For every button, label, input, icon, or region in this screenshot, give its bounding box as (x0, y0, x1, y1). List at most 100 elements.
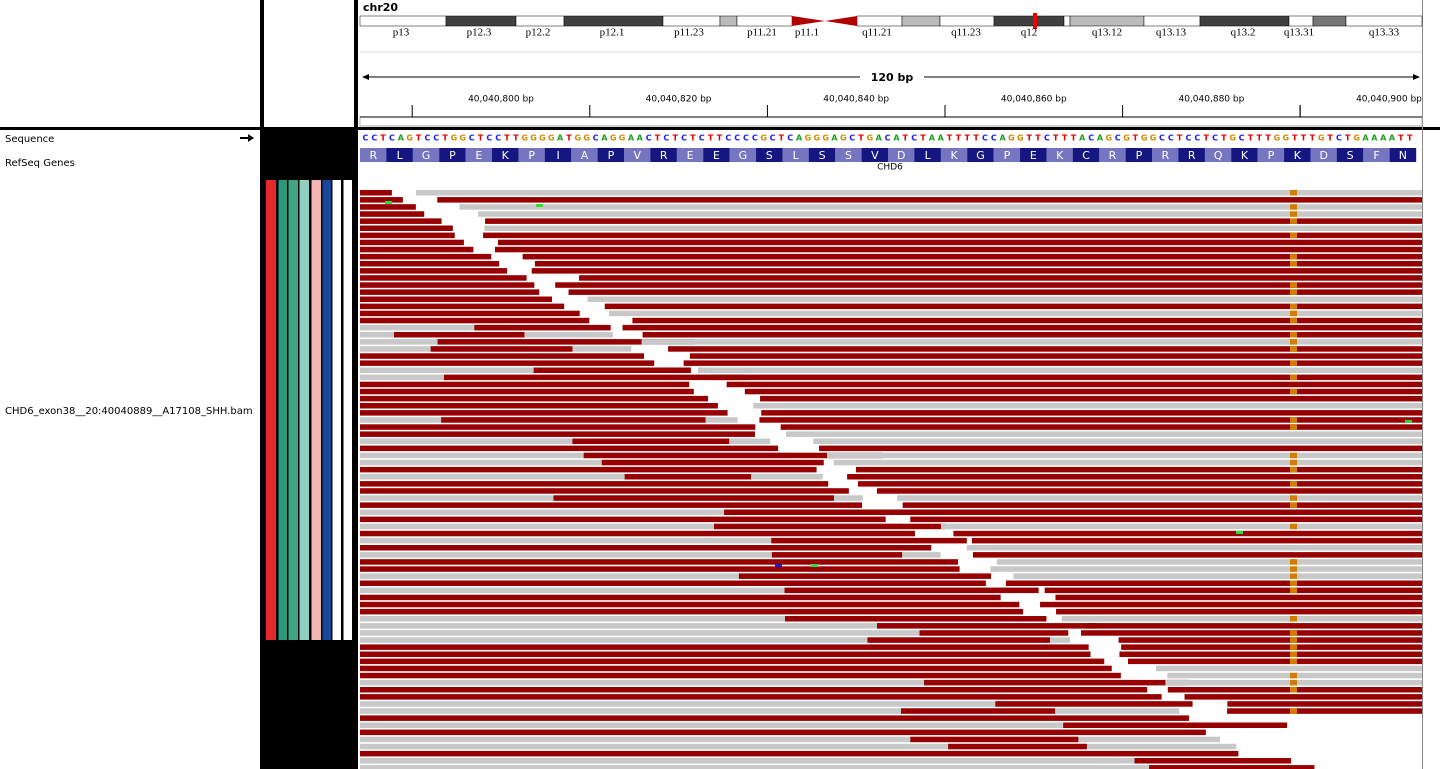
base: T (1071, 134, 1077, 143)
read (478, 211, 1422, 217)
read (360, 474, 823, 480)
amino-acid: S (766, 149, 773, 162)
amino-acid: P (528, 149, 535, 162)
read (668, 346, 1422, 352)
attribute (278, 180, 288, 640)
read (360, 566, 960, 572)
mismatch (1290, 580, 1297, 586)
read (1121, 644, 1422, 650)
base: T (1203, 134, 1209, 143)
band (1143, 15, 1201, 27)
base: A (557, 134, 564, 143)
read (1227, 708, 1422, 714)
base: A (831, 134, 838, 143)
read (360, 317, 590, 324)
mismatch (536, 204, 543, 207)
amino-acid: L (793, 149, 800, 162)
codon (861, 148, 889, 162)
read (483, 232, 1422, 239)
base: A (398, 134, 405, 143)
band-label: q13.33 (1369, 27, 1400, 39)
base: T (1035, 134, 1041, 143)
codon (386, 148, 413, 162)
read (360, 530, 915, 537)
band-label: p12.1 (600, 27, 625, 39)
read (441, 417, 706, 423)
band (1199, 15, 1290, 27)
codon (412, 148, 440, 162)
attr-sep (287, 130, 289, 769)
track-name[interactable]: CHD6_exon38__20:40040889__A17108_SHH.bam (5, 406, 253, 417)
base: G (610, 134, 617, 143)
amino-acid: E (713, 149, 720, 162)
amino-acid: K (950, 149, 958, 162)
divider (0, 127, 1440, 130)
read (360, 232, 455, 239)
read (1086, 623, 1422, 629)
base: C (1088, 134, 1094, 143)
base: A (1000, 134, 1007, 143)
read (1127, 658, 1422, 665)
read (1227, 701, 1422, 707)
mismatch (811, 564, 818, 567)
base: G (406, 134, 413, 143)
mismatch (1290, 204, 1297, 210)
amino-acid: K (1294, 149, 1302, 162)
read (771, 552, 903, 558)
track-name[interactable]: Sequence (5, 134, 54, 145)
mismatch (1290, 424, 1297, 430)
read (587, 296, 1422, 302)
read (568, 289, 1422, 295)
amino-acid: G (422, 149, 431, 162)
band (1063, 15, 1071, 27)
read (867, 637, 1050, 643)
mismatch (1290, 687, 1297, 693)
read (360, 658, 1105, 665)
read (360, 275, 527, 281)
attribute (288, 180, 298, 640)
base: C (770, 134, 776, 143)
read (360, 424, 756, 430)
read (534, 261, 1422, 267)
strand-arrow[interactable] (240, 134, 254, 142)
codon (360, 148, 387, 162)
codon (1389, 148, 1417, 162)
base: C (362, 134, 368, 143)
read (583, 452, 883, 459)
read (876, 488, 1422, 494)
read (624, 474, 752, 480)
band-label: p11.21 (747, 27, 777, 39)
base: T (956, 134, 962, 143)
base: G (840, 134, 847, 143)
read (430, 346, 573, 352)
ruler-label: 40,040,860 bp (1001, 95, 1067, 105)
band (1312, 15, 1347, 27)
codon (1284, 148, 1311, 162)
base: C (1194, 134, 1200, 143)
read (360, 537, 920, 544)
codon (439, 148, 466, 162)
attribute (343, 180, 352, 640)
base: G (548, 134, 555, 143)
read (1044, 587, 1422, 594)
read (360, 282, 535, 288)
read (360, 360, 655, 366)
track-name[interactable]: RefSeq Genes (5, 158, 75, 169)
base: C (1212, 134, 1218, 143)
base: C (725, 134, 731, 143)
codon (756, 148, 783, 162)
base: T (1248, 134, 1254, 143)
band (736, 15, 793, 27)
mismatch (1290, 523, 1297, 530)
base: T (1177, 134, 1183, 143)
read (437, 197, 1422, 203)
base: C (1044, 134, 1050, 143)
band (901, 15, 941, 27)
read (360, 665, 1112, 672)
read (360, 310, 580, 317)
band (563, 15, 664, 27)
read (1134, 758, 1292, 764)
read (360, 410, 728, 416)
base: A (1362, 134, 1369, 143)
codon (993, 148, 1021, 162)
